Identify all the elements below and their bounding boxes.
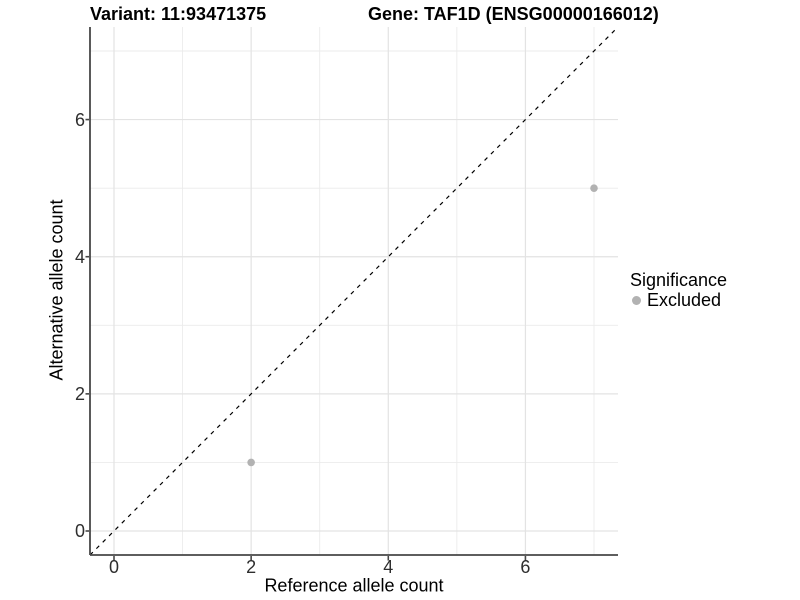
plot-title-variant: Variant: 11:93471375 <box>90 4 267 24</box>
x-axis-label: Reference allele count <box>264 575 444 596</box>
y-tick-label: 6 <box>74 109 85 130</box>
x-tick-label: 2 <box>246 557 257 577</box>
identity-dashed-line <box>89 26 619 556</box>
legend: Significance Excluded <box>630 270 727 310</box>
y-tick-label: 4 <box>74 246 85 267</box>
y-tick-label: 0 <box>74 521 85 541</box>
y-tick-label: 2 <box>74 383 85 404</box>
y-axis-label: Alternative allele count <box>46 199 67 381</box>
x-tick-label: 0 <box>108 557 120 577</box>
x-tick-label: 6 <box>520 557 531 577</box>
data-point <box>247 458 255 467</box>
legend-item-excluded: Excluded <box>630 290 727 310</box>
data-point <box>590 184 598 192</box>
legend-point-icon <box>632 295 641 305</box>
x-tick-label: 4 <box>383 557 394 577</box>
legend-item-label: Excluded <box>647 290 722 310</box>
legend-title: Significance <box>630 270 728 290</box>
plot-title-gene: Gene: TAF1D (ENSG00000166012) <box>368 4 659 24</box>
